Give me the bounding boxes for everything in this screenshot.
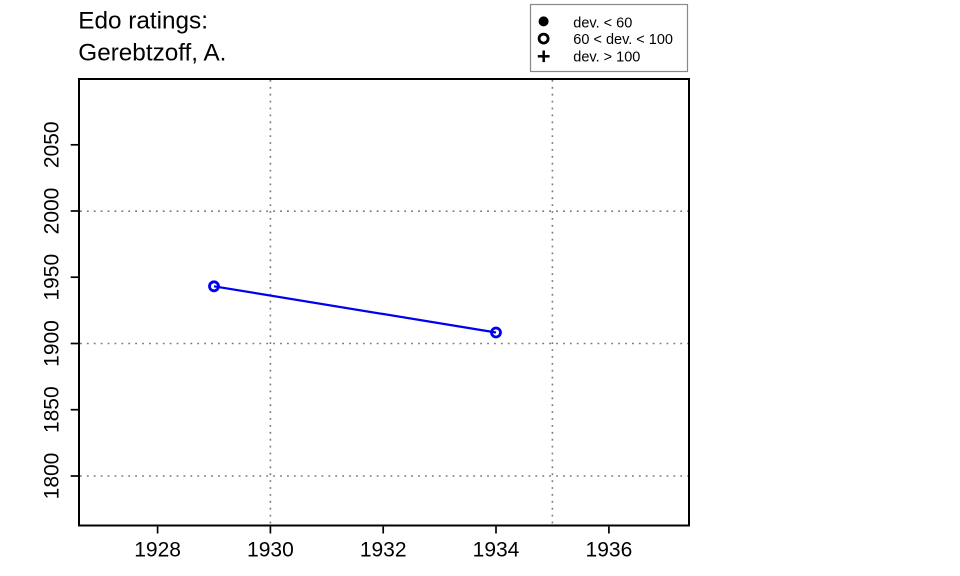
svg-text:60 < dev. < 100: 60 < dev. < 100 [573, 32, 673, 48]
svg-text:1900: 1900 [41, 320, 64, 367]
svg-text:dev. < 60: dev. < 60 [573, 15, 632, 31]
svg-text:1800: 1800 [41, 453, 64, 500]
svg-text:1932: 1932 [360, 539, 407, 562]
svg-text:1930: 1930 [247, 539, 294, 562]
svg-text:1936: 1936 [586, 539, 633, 562]
svg-text:2000: 2000 [41, 188, 64, 235]
svg-text:Edo ratings:: Edo ratings: [78, 7, 208, 34]
svg-text:Gerebtzoff, A.: Gerebtzoff, A. [78, 40, 226, 67]
svg-text:1928: 1928 [134, 539, 181, 562]
svg-text:1850: 1850 [41, 386, 64, 433]
svg-text:2050: 2050 [41, 121, 64, 168]
svg-text:1934: 1934 [473, 539, 520, 562]
svg-text:1950: 1950 [41, 254, 64, 301]
svg-text:dev. > 100: dev. > 100 [573, 49, 640, 65]
